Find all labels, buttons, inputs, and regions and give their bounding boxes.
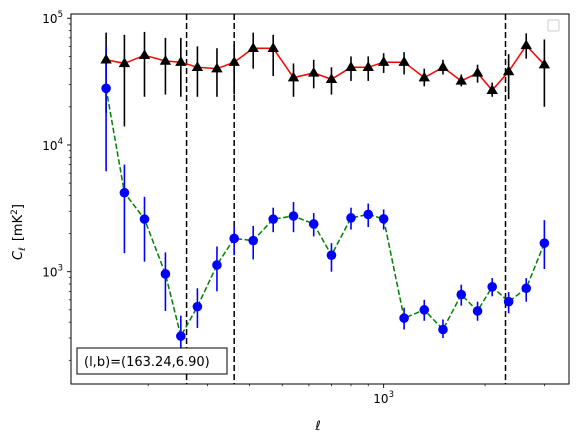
series-0-point <box>159 54 172 65</box>
series-0-point <box>345 61 357 72</box>
series-1-point <box>456 289 467 300</box>
series-1-point <box>326 250 337 260</box>
series-1-point <box>503 296 514 307</box>
svg-text:Cℓ[mK2]: Cℓ [mK2] <box>10 204 28 260</box>
series-0-point <box>267 42 279 52</box>
plot-area <box>71 14 569 384</box>
x-tick-label: 103 <box>373 390 394 406</box>
series-0-point <box>308 66 320 77</box>
series-0-point <box>418 71 430 82</box>
series-1-point <box>363 209 374 220</box>
series-0-point <box>325 73 338 83</box>
series-0-point <box>211 62 223 73</box>
series-1-point <box>399 313 409 323</box>
series-1-point <box>539 238 550 248</box>
y-axis-label-sub: ℓ <box>18 247 28 252</box>
series-1-point <box>160 269 171 279</box>
annotation-text: (l,b)=(163.24,6.90) <box>84 355 210 370</box>
y-tick-label: 105 <box>42 10 63 26</box>
series-1-point <box>472 306 483 316</box>
series-1-point <box>288 211 299 221</box>
y-tick-label: 103 <box>42 264 63 280</box>
series-0-point <box>287 71 300 82</box>
series-1-point <box>419 305 430 315</box>
series-0-point <box>362 61 374 72</box>
series-1-point <box>487 282 497 292</box>
y-axis-label-main: C <box>11 250 26 260</box>
series-1-point <box>248 235 259 246</box>
series-0-point <box>247 42 259 52</box>
series-1-point <box>192 301 203 312</box>
series-1-point <box>229 233 239 244</box>
series-1-point <box>212 260 222 270</box>
series-0-point <box>100 53 112 64</box>
y-axis-label-unit: [mK <box>11 214 26 241</box>
series-1-point <box>438 324 448 335</box>
plot-frame <box>70 13 570 385</box>
series-0-point <box>437 61 449 72</box>
series-0-point <box>398 56 410 66</box>
series-0-point <box>228 56 240 66</box>
legend-box <box>547 19 560 32</box>
y-axis-label-unit-close: ] <box>11 204 26 209</box>
y-axis-label: Cℓ [mK2] <box>10 204 28 260</box>
series-0-point <box>118 57 131 68</box>
series-0-point <box>191 61 204 72</box>
series-1-point <box>521 283 532 294</box>
series-0-point <box>138 49 151 60</box>
series-0-point <box>377 56 390 66</box>
y-tick-label: 104 <box>42 137 63 153</box>
series-0-point <box>520 39 532 50</box>
series-1-point <box>308 219 319 229</box>
series-1-point <box>176 331 186 341</box>
series-0-point <box>538 58 551 69</box>
series-0-point <box>502 65 515 76</box>
series-1-point <box>101 83 111 94</box>
series-0-point <box>486 84 498 95</box>
series-0-point <box>175 56 187 66</box>
series-1-point <box>346 213 356 223</box>
y-axis-label-unit-sup: 2 <box>10 209 20 215</box>
series-1-point <box>378 214 389 224</box>
series-0-point <box>455 74 467 85</box>
x-axis-label: ℓ <box>314 419 320 434</box>
series-1-point <box>119 187 130 198</box>
series-1-point <box>139 214 150 224</box>
series-1-point <box>268 214 278 224</box>
series-0-point <box>471 66 484 77</box>
annotation-box <box>76 347 228 375</box>
